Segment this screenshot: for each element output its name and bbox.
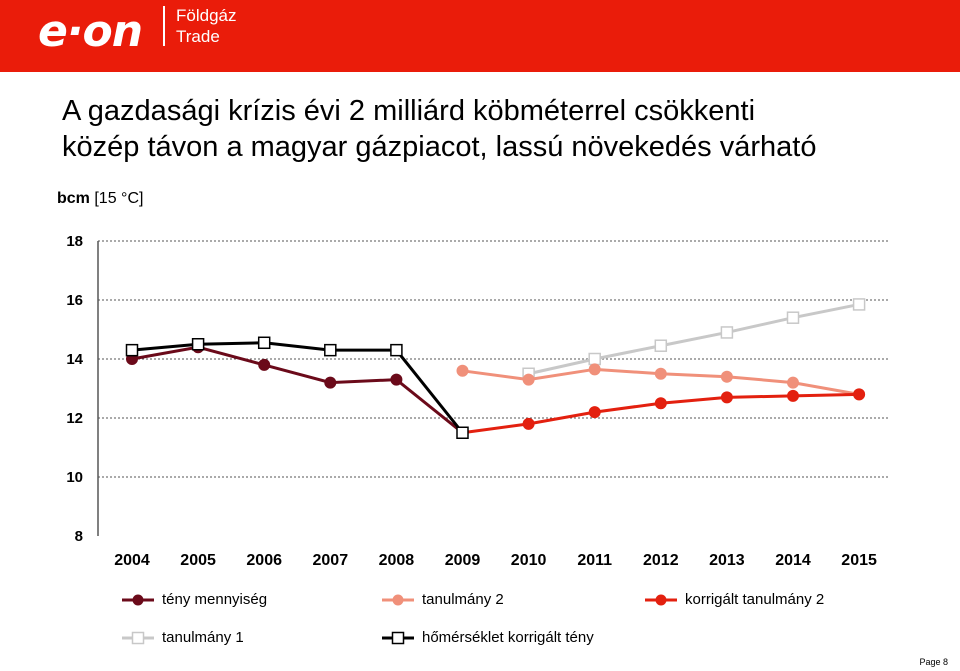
- data-point: [852, 298, 866, 311]
- x-tick-label: 2008: [379, 552, 415, 569]
- page-number: Page 8: [919, 657, 948, 667]
- data-point: [853, 388, 866, 401]
- logo-subtitle-line1: Földgáz: [176, 6, 237, 25]
- legend-swatch: [382, 631, 414, 644]
- x-tick-label: 2007: [313, 552, 349, 569]
- x-tick-label: 2011: [577, 552, 612, 569]
- unit-bold: bcm: [57, 190, 90, 207]
- series-line: [528, 302, 860, 376]
- legend-swatch: [645, 594, 677, 605]
- legend-label: hőmérséklet korrigált tény: [422, 629, 594, 646]
- data-point: [456, 426, 469, 439]
- data-point: [720, 391, 733, 404]
- x-tick-label: 2015: [841, 552, 877, 569]
- legend-item: tanulmány 2: [382, 591, 504, 608]
- legend-swatch: [382, 594, 414, 605]
- data-point: [257, 336, 271, 350]
- x-tick-label: 2004: [114, 552, 150, 569]
- x-tick-label: 2010: [511, 552, 547, 569]
- data-point: [654, 397, 667, 410]
- data-point: [588, 406, 601, 419]
- data-point: [787, 376, 799, 389]
- series-line: [131, 341, 464, 434]
- slide-title: A gazdasági krízis évi 2 milliárd köbmét…: [62, 93, 960, 165]
- y-tick-label: 14: [66, 351, 83, 368]
- data-point: [654, 339, 668, 352]
- data-point: [324, 376, 337, 389]
- y-tick-label: 10: [66, 469, 83, 486]
- slide-title-line1: A gazdasági krízis évi 2 milliárd köbmét…: [62, 95, 756, 127]
- legend-swatch: [122, 631, 154, 644]
- header-bar: e·on Földgáz Trade: [0, 0, 960, 72]
- data-point: [720, 326, 734, 339]
- eon-logo: e·on: [38, 6, 143, 57]
- x-tick-label: 2009: [445, 552, 481, 569]
- x-tick-label: 2005: [180, 552, 216, 569]
- data-point: [654, 367, 667, 380]
- legend-label: tanulmány 1: [162, 629, 244, 646]
- y-tick-label: 8: [75, 528, 83, 545]
- data-point: [720, 370, 733, 383]
- data-point: [390, 373, 403, 386]
- data-point: [522, 373, 535, 386]
- legend-item: tanulmány 1: [122, 629, 244, 646]
- data-point: [522, 417, 535, 430]
- x-tick-label: 2014: [775, 552, 811, 569]
- x-tick-label: 2012: [643, 552, 679, 569]
- legend-item: hőmérséklet korrigált tény: [382, 629, 594, 646]
- x-tick-label: 2013: [709, 552, 745, 569]
- data-point: [786, 311, 800, 324]
- legend-swatch: [122, 594, 154, 605]
- x-tick-label: 2006: [246, 552, 282, 569]
- data-point: [324, 343, 337, 357]
- unit-rest: [15 °C]: [89, 190, 144, 207]
- data-point: [390, 343, 403, 357]
- y-tick-label: 12: [66, 410, 83, 427]
- chart-legend: tény mennyiség tanulmány 2 korrigált tanul…: [0, 580, 960, 660]
- y-tick-label: 18: [66, 233, 83, 250]
- data-point: [787, 389, 799, 402]
- legend-label: tény mennyiség: [162, 591, 268, 608]
- unit-label: bcm [15 °C]: [57, 190, 143, 208]
- legend-item: korrigált tanulmány 2: [645, 591, 824, 608]
- data-point: [191, 338, 205, 351]
- logo-subtitle: Földgáz Trade: [176, 5, 236, 47]
- legend-label: korrigált tanulmány 2: [685, 591, 825, 608]
- data-point: [125, 343, 139, 357]
- series-line: [131, 345, 464, 434]
- line-chart: 8 10 12 14 16 18 2004 2005 2006 2007 2008 2009 2010 2…: [66, 233, 890, 569]
- logo-separator: [163, 6, 165, 46]
- data-point: [588, 363, 601, 376]
- slide-title-line2: közép távon a magyar gázpiacot, lassú nö…: [62, 131, 817, 163]
- legend-item: tény mennyiség: [122, 591, 267, 608]
- logo-subtitle-line2: Trade: [176, 27, 220, 46]
- legend-label: tanulmány 2: [422, 591, 504, 608]
- data-point: [258, 358, 271, 371]
- data-point: [456, 364, 469, 377]
- data-point: [588, 352, 601, 366]
- y-tick-label: 16: [66, 292, 83, 309]
